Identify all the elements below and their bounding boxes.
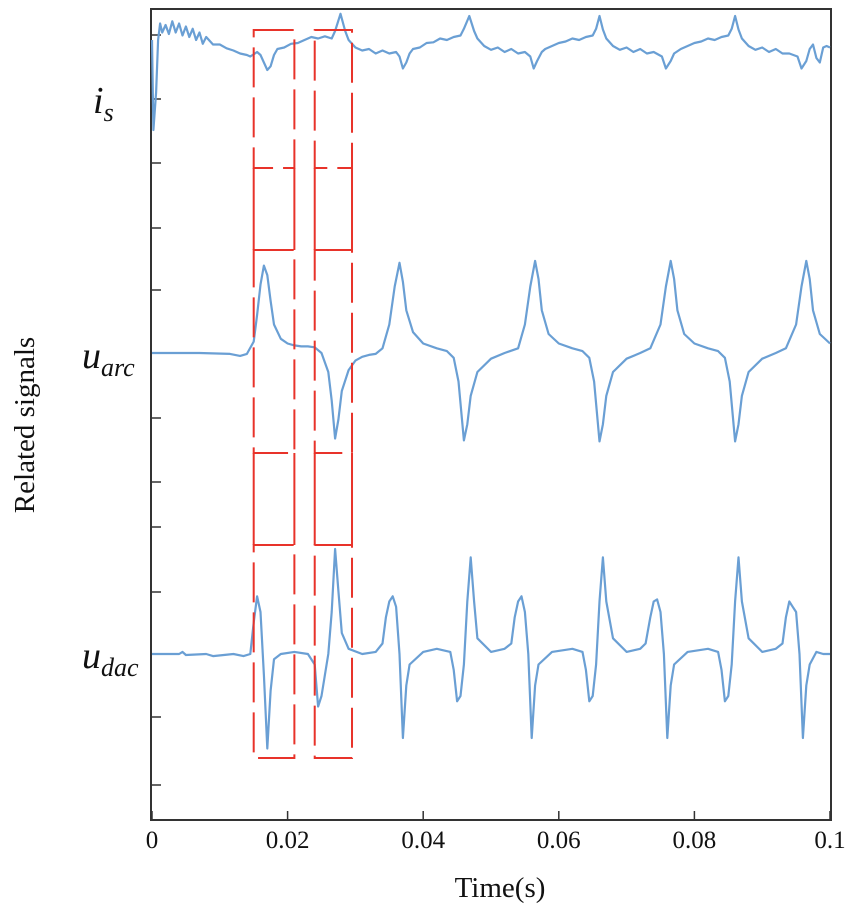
highlight-box: [252, 249, 296, 454]
x-axis-title: Time(s): [455, 872, 546, 904]
y-axis-title: Related signals: [9, 337, 41, 513]
x-tick-label: 0: [146, 827, 159, 854]
signal-label-udac: udac: [82, 635, 139, 682]
highlight-box: [313, 544, 354, 759]
plot-frame: [150, 8, 832, 821]
x-tick-label: 0.1: [814, 827, 845, 854]
y-axis-ticks: [152, 34, 161, 786]
signal-label-uarc: uarc: [82, 335, 135, 382]
x-tick-label: 0.08: [673, 827, 717, 854]
highlight-box: [252, 29, 296, 169]
signal-label-is: is: [93, 80, 114, 127]
x-tick-label: 0.02: [266, 827, 310, 854]
signal-traces: [150, 12, 831, 750]
x-axis: 0 0.02 0.04 0.06 0.08 0.1: [146, 811, 846, 854]
trace-uarc: [152, 259, 831, 443]
highlight-box: [252, 544, 296, 759]
trace-is: [150, 12, 831, 132]
highlight-box: [313, 249, 354, 454]
trace-udac: [152, 547, 830, 750]
x-tick-label: 0.04: [401, 827, 445, 854]
highlight-boxes: [252, 29, 354, 759]
highlight-box: [313, 29, 354, 169]
x-tick-label: 0.06: [537, 827, 581, 854]
